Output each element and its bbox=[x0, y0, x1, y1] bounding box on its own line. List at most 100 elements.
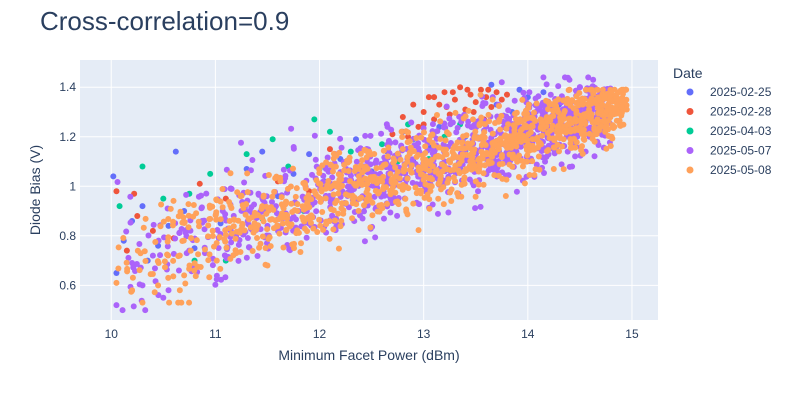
legend-item[interactable]: 2025-05-07 bbox=[686, 144, 772, 158]
data-point bbox=[316, 216, 323, 223]
data-point bbox=[332, 217, 339, 224]
data-point bbox=[608, 89, 615, 96]
x-tick-label: 10 bbox=[105, 327, 119, 341]
data-point bbox=[364, 165, 371, 172]
data-point bbox=[617, 122, 624, 129]
legend-item[interactable]: 2025-04-03 bbox=[686, 124, 772, 138]
legend-item[interactable]: 2025-02-25 bbox=[686, 85, 772, 99]
data-point bbox=[339, 182, 346, 189]
data-point bbox=[317, 198, 324, 205]
data-point bbox=[205, 222, 212, 229]
data-point bbox=[367, 132, 374, 139]
data-point bbox=[335, 190, 342, 197]
data-point bbox=[345, 192, 352, 199]
data-point bbox=[464, 140, 471, 147]
data-point bbox=[265, 172, 272, 179]
data-point bbox=[495, 172, 502, 179]
data-point bbox=[390, 155, 397, 162]
data-point bbox=[221, 236, 228, 243]
data-point bbox=[217, 216, 224, 223]
data-point bbox=[176, 287, 183, 294]
data-point bbox=[195, 251, 202, 258]
data-point bbox=[170, 250, 177, 257]
data-point bbox=[303, 234, 310, 241]
legend-label: 2025-04-03 bbox=[710, 124, 772, 138]
data-point bbox=[286, 246, 293, 253]
data-point bbox=[488, 81, 495, 88]
data-point bbox=[477, 86, 484, 93]
data-point bbox=[114, 179, 121, 186]
data-point bbox=[241, 179, 248, 186]
data-point bbox=[319, 209, 326, 216]
data-point bbox=[579, 150, 586, 157]
data-point bbox=[459, 139, 466, 146]
data-point bbox=[284, 185, 291, 192]
data-point bbox=[125, 254, 132, 261]
legend[interactable]: Date 2025-02-25 2025-02-28 2025-04-03 2025-… bbox=[673, 65, 772, 177]
data-point bbox=[264, 226, 271, 233]
data-point bbox=[479, 152, 486, 159]
data-point bbox=[258, 214, 265, 221]
data-point bbox=[355, 165, 362, 172]
data-point bbox=[315, 194, 322, 201]
data-point bbox=[331, 180, 338, 187]
data-point bbox=[161, 258, 168, 265]
data-point bbox=[591, 153, 598, 160]
data-point bbox=[380, 185, 387, 192]
data-point bbox=[605, 106, 612, 113]
data-point bbox=[553, 102, 560, 109]
data-point bbox=[568, 98, 575, 105]
data-point bbox=[133, 261, 140, 268]
data-point bbox=[585, 74, 592, 81]
data-point bbox=[489, 96, 496, 103]
data-point bbox=[521, 110, 528, 117]
data-point bbox=[445, 131, 452, 138]
data-point bbox=[603, 145, 610, 152]
data-point bbox=[267, 216, 274, 223]
x-tick-label: 12 bbox=[313, 327, 327, 341]
tick-labels: 10 11 12 13 14 15 0.6 0.8 1 1.2 1.4 bbox=[59, 80, 639, 341]
data-point bbox=[446, 115, 453, 122]
data-point bbox=[385, 137, 392, 144]
data-point bbox=[363, 176, 370, 183]
data-point bbox=[142, 215, 149, 222]
legend-item[interactable]: 2025-02-28 bbox=[686, 105, 772, 119]
data-point bbox=[535, 153, 542, 160]
data-point bbox=[458, 193, 465, 200]
data-point bbox=[190, 213, 197, 220]
x-tick-label: 14 bbox=[521, 327, 535, 341]
data-point bbox=[388, 126, 395, 133]
data-point bbox=[533, 100, 540, 107]
data-point bbox=[447, 159, 454, 166]
data-point bbox=[341, 167, 348, 174]
data-point bbox=[362, 132, 369, 139]
data-point bbox=[280, 244, 287, 251]
legend-marker bbox=[686, 88, 694, 96]
data-point bbox=[442, 137, 449, 144]
data-point bbox=[213, 216, 220, 223]
data-point bbox=[555, 83, 562, 90]
data-point bbox=[196, 223, 203, 230]
data-point bbox=[329, 168, 336, 175]
data-point bbox=[222, 274, 229, 281]
data-point bbox=[191, 267, 198, 274]
data-point bbox=[391, 180, 398, 187]
data-point bbox=[413, 153, 420, 160]
data-point bbox=[165, 287, 172, 294]
data-point bbox=[324, 154, 331, 161]
data-point bbox=[283, 226, 290, 233]
data-point bbox=[550, 165, 557, 172]
data-point bbox=[195, 218, 202, 225]
data-point bbox=[257, 240, 264, 247]
data-point bbox=[223, 166, 230, 173]
data-point bbox=[149, 270, 156, 277]
data-point bbox=[119, 307, 126, 314]
legend-item[interactable]: 2025-05-08 bbox=[686, 163, 772, 177]
data-point bbox=[476, 166, 483, 173]
data-point bbox=[170, 273, 177, 280]
data-point bbox=[559, 143, 566, 150]
data-point bbox=[394, 198, 401, 205]
data-point bbox=[504, 135, 511, 142]
data-point bbox=[316, 166, 323, 173]
data-point bbox=[611, 123, 618, 130]
